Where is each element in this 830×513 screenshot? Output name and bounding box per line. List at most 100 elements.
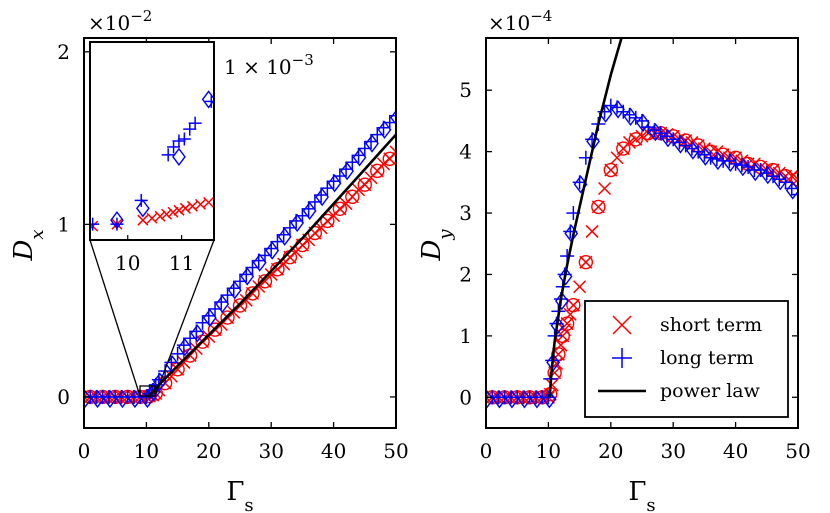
long-term-point-diamond <box>686 141 700 160</box>
short-term-point-circle <box>257 274 273 289</box>
short-term-point <box>84 390 91 404</box>
right-scale-factor: ×10−4 <box>488 7 552 35</box>
short-term-point-circle <box>245 286 260 301</box>
legend-label: power law <box>660 380 761 402</box>
long-term-point-diamond <box>785 181 798 200</box>
inset-long-term-point <box>177 132 191 146</box>
long-term-point <box>170 346 185 361</box>
inset-long-term-point <box>188 116 202 130</box>
inset-short-term-point <box>179 202 191 214</box>
short-term-point <box>389 145 396 159</box>
y-tick-label: 0 <box>57 385 70 409</box>
inset-short-term-point <box>161 208 173 220</box>
inset-short-term-point <box>194 198 207 210</box>
x-tick-label: 50 <box>383 439 408 463</box>
short-term-point <box>264 267 278 281</box>
short-term-point-circle <box>345 189 360 204</box>
long-term-point-diamond <box>611 100 625 119</box>
left-plot-area <box>84 108 396 409</box>
long-term-point <box>778 175 793 190</box>
legend-marker-x-icon <box>612 315 632 335</box>
x-tick-label: 50 <box>785 439 810 463</box>
short-term-point <box>270 262 284 276</box>
zoom-region-box <box>139 385 156 397</box>
left-scale-factor: ×10−2 <box>88 7 152 35</box>
inset-frame <box>89 41 215 241</box>
long-term-point-diamond <box>302 201 317 221</box>
legend-box <box>584 300 789 418</box>
left-axes-frame <box>83 37 397 429</box>
x-tick-label: 10 <box>134 439 159 463</box>
legend-entry: long term <box>612 347 754 369</box>
x-tick-label: 40 <box>723 439 748 463</box>
x-tick-label: 40 <box>321 439 346 463</box>
short-term-point-circle <box>790 172 798 187</box>
x-tick-label: 10 <box>536 439 561 463</box>
inset-long-term-point <box>183 122 197 136</box>
long-term-point-diamond <box>377 120 392 139</box>
zoom-connector-left <box>89 239 141 397</box>
y-tick-label: 2 <box>459 262 472 286</box>
short-term-point <box>591 200 605 214</box>
x-tick-label: 30 <box>258 439 283 463</box>
long-term-point-diamond <box>673 135 688 154</box>
long-term-point-diamond <box>735 157 750 177</box>
legend-entry: power law <box>598 380 761 402</box>
y-tick-label: 5 <box>459 78 472 102</box>
short-term-point-circle <box>616 141 631 156</box>
short-term-point <box>545 378 559 392</box>
inset-short-term-point <box>137 214 149 226</box>
short-term-point <box>252 279 266 294</box>
inset-ticks: 10 11 <box>115 235 194 275</box>
left-inset: 10 11 1 × 10−3 <box>89 41 314 397</box>
long-term-point-diamond <box>365 134 379 153</box>
short-term-point <box>573 280 587 294</box>
inset-x-tick-label: 11 <box>169 251 194 275</box>
short-term-point-circle <box>357 177 372 192</box>
legend-marker-plus-icon <box>612 348 632 368</box>
y-tick-label: 1 <box>57 212 70 236</box>
long-term-point-diamond <box>773 172 788 191</box>
long-term-point-diamond <box>277 227 292 246</box>
long-term-point-diamond <box>636 113 650 133</box>
inset-long-term-point <box>172 134 186 148</box>
inset-short-term-point <box>203 196 214 208</box>
short-term-point <box>604 163 618 177</box>
inset-short-term-point <box>186 200 198 212</box>
short-term-point <box>352 183 366 197</box>
inset-long-term-diamond <box>135 199 150 218</box>
long-term-point-diamond <box>558 267 573 286</box>
inset-long-term-point <box>90 217 100 231</box>
y-tick-label: 4 <box>459 140 472 164</box>
short-term-point-circle <box>320 213 335 229</box>
short-term-point-circle <box>591 199 606 215</box>
long-term-point-diamond <box>698 147 713 166</box>
inset-long-term-point <box>167 140 181 154</box>
long-term-point-diamond <box>315 187 329 207</box>
long-term-point-diamond <box>648 122 663 142</box>
long-term-point-diamond <box>546 353 561 372</box>
inset-x-tick-label: 10 <box>115 251 140 275</box>
long-term-point-diamond <box>352 148 367 167</box>
short-term-point <box>283 250 297 264</box>
long-term-point-diamond <box>340 161 354 181</box>
right-chart: 0 10 20 30 40 50 0 1 2 3 4 5 ×10−4 Dy Γs short term… <box>417 7 811 513</box>
short-term-point-circle <box>603 162 618 178</box>
long-term-point-diamond <box>555 291 569 311</box>
short-term-point <box>579 255 593 269</box>
long-term-point-diamond <box>542 390 557 409</box>
long-term-point-diamond <box>327 174 342 193</box>
long-term-point <box>791 187 798 202</box>
x-tick-label: 20 <box>196 439 221 463</box>
short-term-point-circle <box>332 201 348 217</box>
long-term-point-diamond <box>265 241 280 260</box>
long-term-point-diamond <box>661 129 675 148</box>
x-tick-label: 20 <box>598 439 623 463</box>
short-term-point <box>598 181 612 196</box>
inset-long-term-point <box>134 193 148 207</box>
inset-long-term-point <box>204 94 214 108</box>
long-term-point-diamond <box>227 281 242 300</box>
long-term-point-diamond <box>550 316 565 335</box>
inset-short-term-point <box>173 204 185 216</box>
